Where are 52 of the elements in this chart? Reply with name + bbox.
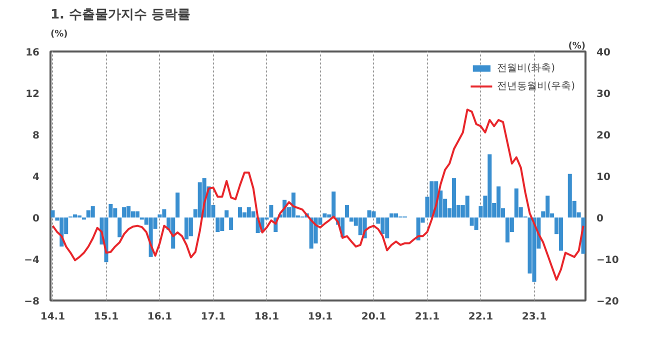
bar — [532, 218, 536, 282]
bar — [344, 205, 349, 218]
y-tick-label: −8 — [24, 296, 40, 308]
y2-tick-label: −20 — [596, 296, 619, 308]
bar — [322, 213, 327, 218]
x-tick-label: 17.1 — [200, 312, 226, 322]
bar — [251, 211, 256, 218]
bar — [176, 192, 180, 218]
y-axis-title: (%) — [50, 30, 68, 40]
bar — [122, 207, 126, 218]
bar — [118, 218, 122, 238]
bar — [188, 218, 193, 236]
bar — [90, 206, 95, 218]
y-tick-label: 8 — [32, 130, 40, 142]
bar — [269, 205, 274, 218]
bar — [135, 211, 140, 218]
bar — [367, 210, 372, 218]
bar — [390, 213, 394, 218]
y-tick-label: 12 — [26, 89, 40, 100]
x-tick-label: 15.1 — [94, 312, 119, 322]
y2-tick-label: 0 — [596, 214, 604, 224]
bar — [108, 204, 113, 218]
y2-tick-label: −10 — [596, 255, 619, 266]
bar — [216, 218, 220, 232]
bar — [224, 210, 229, 218]
y-tick-label: 4 — [32, 172, 40, 183]
chart-title: 1. 수출물가지수 등락률 — [50, 8, 191, 22]
bar — [465, 196, 470, 218]
y2-tick-label: 30 — [596, 89, 610, 100]
y-tick-label: 0 — [32, 214, 40, 224]
bar — [50, 210, 55, 218]
x-tick-label: 14.1 — [40, 312, 66, 322]
y-tick-label: 16 — [26, 48, 40, 58]
x-tick-label: 22.1 — [468, 312, 494, 322]
y-tick-label: −4 — [24, 255, 40, 266]
bar — [474, 218, 478, 230]
x-tick-label: 21.1 — [414, 312, 440, 322]
y2-tick-label: 10 — [596, 172, 610, 183]
x-tick-label: 16.1 — [147, 312, 172, 322]
x-tick-label: 19.1 — [308, 312, 333, 322]
bar — [558, 218, 563, 251]
x-tick-label: 23.1 — [522, 312, 547, 322]
y2-tick-label: 20 — [596, 130, 610, 142]
legend-label: 전월비(좌축) — [497, 62, 555, 75]
x-tick-label: 18.1 — [254, 312, 280, 322]
x-tick-label: 20.1 — [361, 312, 386, 322]
bar — [229, 218, 234, 230]
bar — [372, 211, 376, 218]
y2-tick-label: 40 — [596, 48, 610, 58]
legend-label: 전년동월비(우축) — [497, 80, 575, 93]
y2-axis-title: (%) — [568, 42, 586, 52]
line-series — [52, 108, 584, 281]
